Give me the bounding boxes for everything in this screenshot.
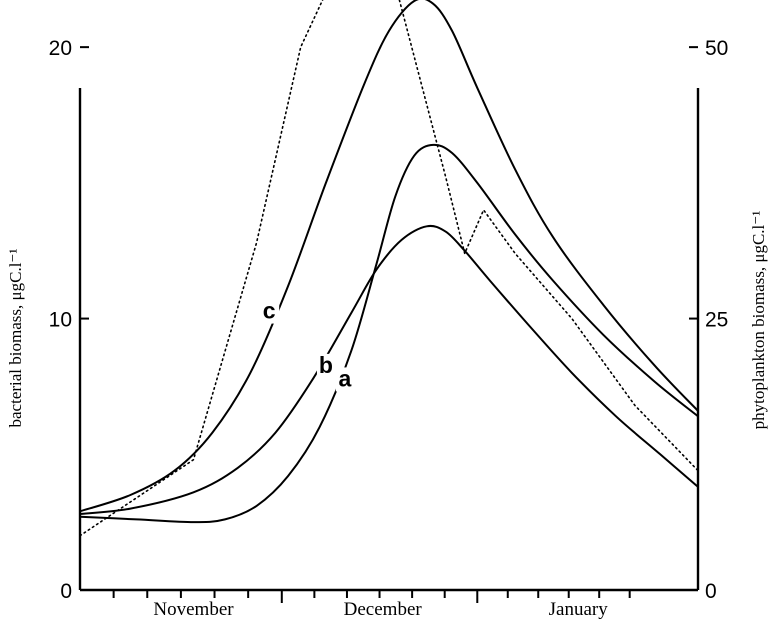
right-axis-title: phytoplankton biomass, μgC.l⁻¹ <box>749 211 768 430</box>
left-axis-title: bacterial biomass, μgC.l⁻¹ <box>6 249 25 428</box>
right-tick-label: 25 <box>705 309 728 332</box>
curve-label-c: c <box>263 298 276 324</box>
left-y-ticks: 0 10 20 <box>49 37 89 603</box>
series-line-c <box>79 0 699 513</box>
curve-label-background <box>260 299 280 324</box>
curve-label-a: a <box>338 365 351 391</box>
left-tick-label: 0 <box>60 580 72 603</box>
month-label: January <box>549 599 609 620</box>
month-label: November <box>153 599 234 620</box>
right-tick-label: 0 <box>705 580 717 603</box>
curve-label-background <box>335 367 355 392</box>
curve-label-b: b <box>319 352 333 378</box>
curve-label-background <box>316 353 336 378</box>
series-layer <box>79 0 699 537</box>
right-tick-label: 50 <box>705 37 728 60</box>
left-tick-label: 10 <box>49 309 72 332</box>
left-tick-label: 20 <box>49 37 72 60</box>
right-y-ticks: 0 25 50 <box>689 37 728 603</box>
curve-labels: ab c <box>260 298 355 392</box>
month-label: December <box>344 599 423 620</box>
series-line-phytoplankton <box>79 0 699 537</box>
month-labels: November December January <box>153 599 608 620</box>
axes <box>78 88 700 592</box>
x-ticks <box>112 590 631 603</box>
series-line-b <box>79 224 699 515</box>
series-line-a <box>79 143 699 524</box>
